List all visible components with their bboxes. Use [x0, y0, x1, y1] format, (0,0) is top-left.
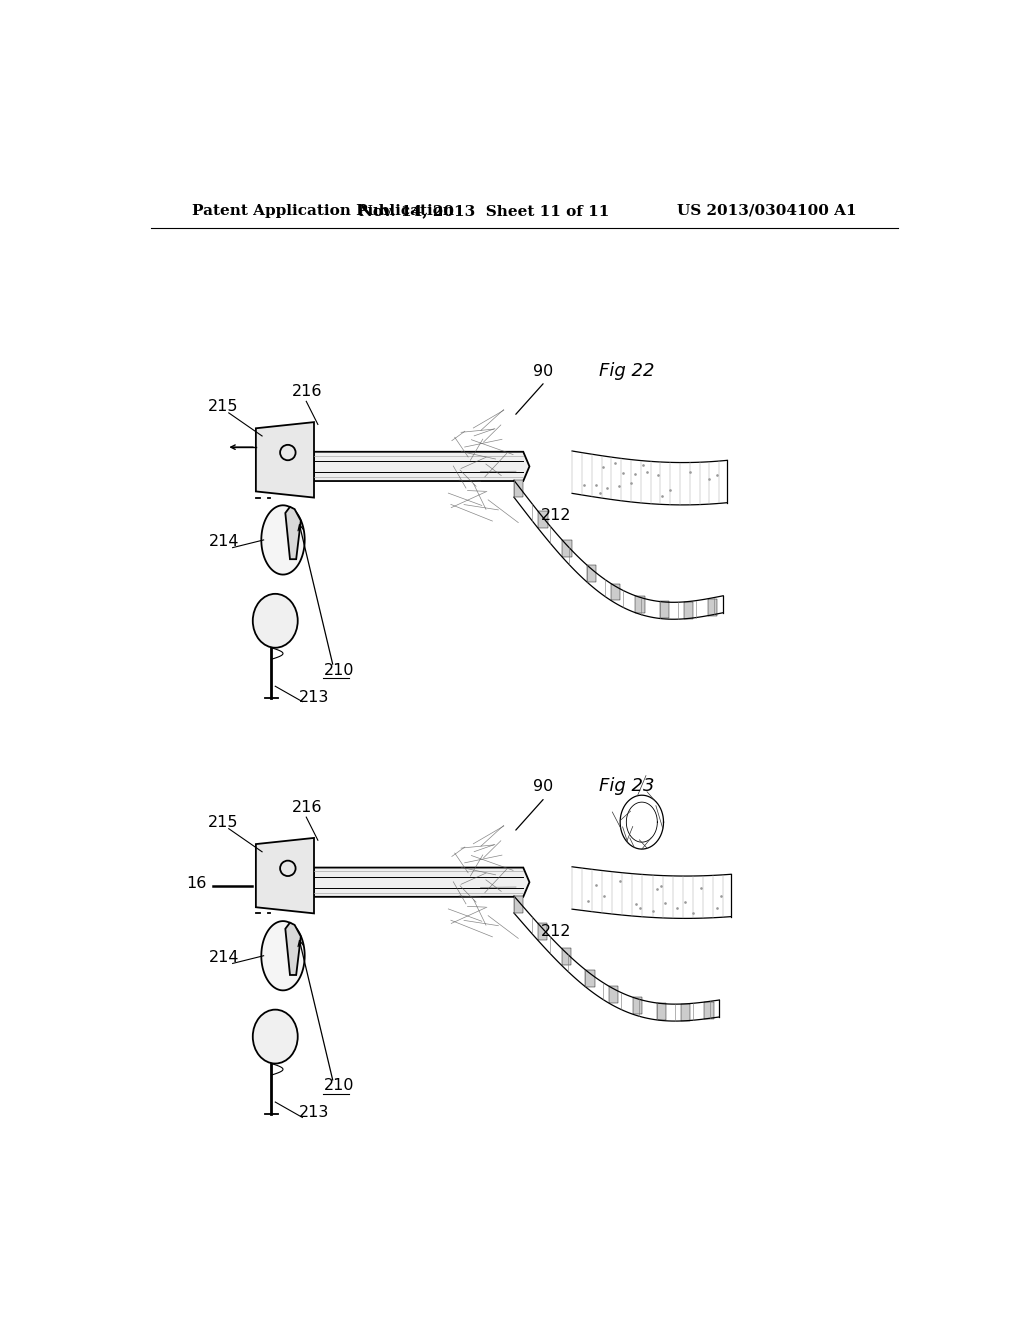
- Bar: [514, 480, 523, 498]
- Polygon shape: [261, 506, 305, 574]
- Text: Fig 22: Fig 22: [599, 362, 654, 380]
- Bar: [587, 565, 596, 582]
- Text: 90: 90: [534, 779, 554, 795]
- Bar: [681, 1005, 690, 1020]
- Text: Fig 23: Fig 23: [599, 777, 654, 796]
- Polygon shape: [261, 921, 305, 990]
- Bar: [514, 896, 523, 913]
- Bar: [635, 595, 644, 612]
- Text: 216: 216: [292, 384, 323, 399]
- Text: 214: 214: [209, 950, 240, 965]
- Text: 214: 214: [209, 535, 240, 549]
- Text: 215: 215: [208, 816, 239, 830]
- Bar: [633, 998, 642, 1014]
- Text: 215: 215: [208, 400, 239, 414]
- Bar: [586, 970, 595, 987]
- Bar: [708, 599, 718, 615]
- Text: 212: 212: [541, 508, 571, 523]
- Text: 213: 213: [299, 1105, 329, 1121]
- Bar: [656, 1003, 667, 1020]
- Bar: [562, 540, 571, 557]
- Text: 210: 210: [324, 663, 354, 677]
- Bar: [561, 948, 570, 965]
- Text: 216: 216: [292, 800, 323, 814]
- Polygon shape: [256, 422, 314, 498]
- Text: 210: 210: [324, 1078, 354, 1093]
- Text: 16: 16: [186, 876, 207, 891]
- Bar: [539, 511, 548, 528]
- Text: 212: 212: [541, 924, 571, 939]
- Ellipse shape: [253, 594, 298, 648]
- Text: 213: 213: [299, 689, 329, 705]
- Bar: [705, 1002, 714, 1019]
- Bar: [684, 602, 693, 619]
- Text: 90: 90: [534, 363, 554, 379]
- Bar: [609, 986, 618, 1003]
- Text: US 2013/0304100 A1: US 2013/0304100 A1: [677, 203, 856, 218]
- Polygon shape: [256, 838, 314, 913]
- Text: Nov. 14, 2013  Sheet 11 of 11: Nov. 14, 2013 Sheet 11 of 11: [359, 203, 609, 218]
- Bar: [538, 923, 547, 940]
- Bar: [659, 602, 669, 619]
- Ellipse shape: [253, 1010, 298, 1064]
- Polygon shape: [314, 451, 529, 480]
- Bar: [611, 583, 621, 601]
- Polygon shape: [314, 867, 529, 896]
- Polygon shape: [286, 923, 301, 975]
- Text: Patent Application Publication: Patent Application Publication: [191, 203, 454, 218]
- Polygon shape: [286, 507, 301, 560]
